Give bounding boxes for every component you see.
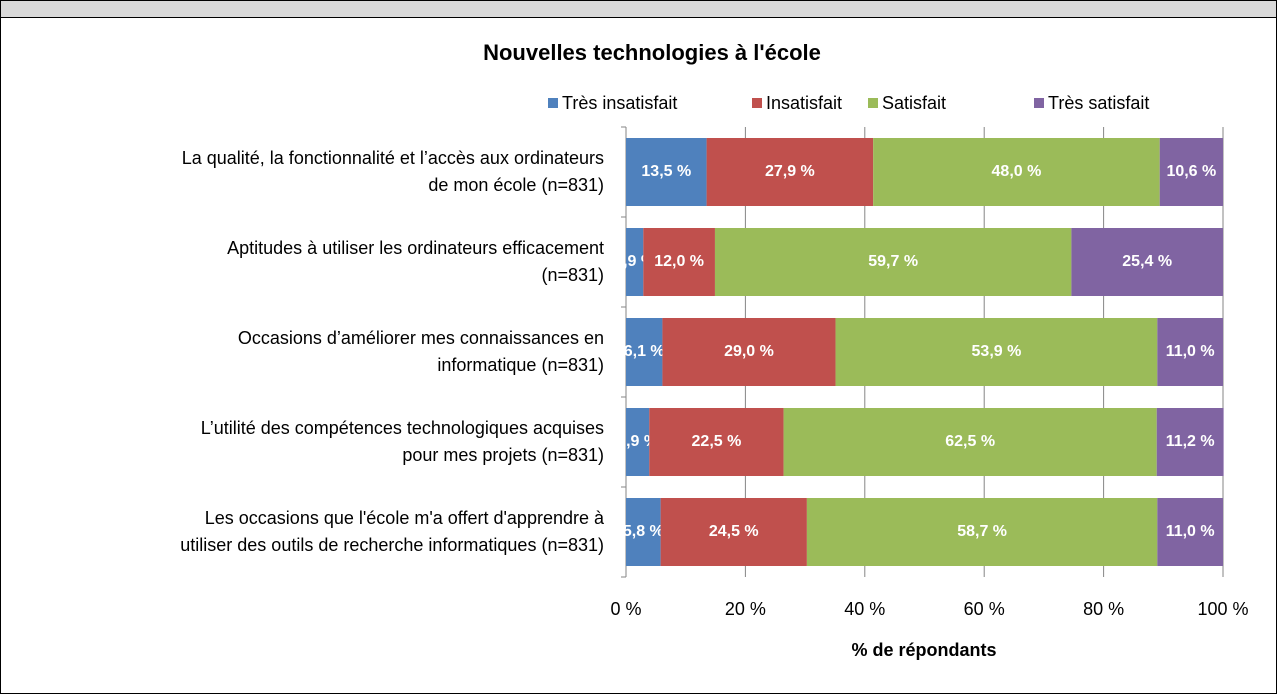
value-label: 48,0 % bbox=[992, 163, 1042, 180]
value-label: 12,0 % bbox=[654, 253, 704, 270]
bar-segment bbox=[835, 318, 1158, 386]
x-tick-label: 80 % bbox=[1083, 599, 1124, 619]
value-label: 3,9 % bbox=[617, 433, 658, 450]
y-tick-label: Les occasions que l'école m'a offert d'a… bbox=[205, 508, 605, 528]
bar-segment bbox=[649, 408, 784, 476]
x-tick-label: 100 % bbox=[1197, 599, 1248, 619]
y-tick-label: Occasions d’améliorer mes connaissances … bbox=[238, 328, 604, 348]
bar-segment bbox=[873, 138, 1160, 206]
value-label: 59,7 % bbox=[868, 253, 918, 270]
bar-segment bbox=[706, 138, 874, 206]
value-label: 11,0 % bbox=[1166, 343, 1215, 360]
y-tick-label: Aptitudes à utiliser les ordinateurs eff… bbox=[227, 238, 604, 258]
legend-label: Très insatisfait bbox=[562, 93, 677, 113]
value-label: 11,2 % bbox=[1166, 433, 1215, 450]
x-axis-label: % de répondants bbox=[851, 640, 996, 660]
value-label: 58,7 % bbox=[957, 523, 1007, 540]
y-tick-label: La qualité, la fonctionnalité et l’accès… bbox=[182, 148, 604, 168]
y-tick-label: de mon école (n=831) bbox=[428, 175, 604, 195]
x-tick-label: 20 % bbox=[725, 599, 766, 619]
bar-segment bbox=[1156, 408, 1224, 476]
bar-segment bbox=[626, 138, 707, 206]
legend-swatch bbox=[868, 98, 878, 108]
y-tick-label: utiliser des outils de recherche informa… bbox=[180, 535, 604, 555]
legend-label: Insatisfait bbox=[766, 93, 842, 113]
bar-segment bbox=[626, 408, 650, 476]
value-label: 6,1 % bbox=[624, 343, 665, 360]
bar-segment bbox=[626, 228, 644, 296]
bar-segment bbox=[783, 408, 1157, 476]
value-label: 10,6 % bbox=[1166, 163, 1216, 180]
y-tick-label: informatique (n=831) bbox=[437, 355, 604, 375]
x-tick-label: 40 % bbox=[844, 599, 885, 619]
bar-segment bbox=[660, 498, 807, 566]
value-label: 25,4 % bbox=[1122, 253, 1172, 270]
value-label: 29,0 % bbox=[724, 343, 774, 360]
value-label: 53,9 % bbox=[972, 343, 1022, 360]
x-tick-label: 60 % bbox=[964, 599, 1005, 619]
legend-label: Satisfait bbox=[882, 93, 946, 113]
value-label: 24,5 % bbox=[709, 523, 759, 540]
y-tick-label: pour mes projets (n=831) bbox=[402, 445, 604, 465]
value-label: 11,0 % bbox=[1166, 523, 1215, 540]
x-tick-label: 0 % bbox=[610, 599, 641, 619]
bar-segment bbox=[1157, 498, 1223, 566]
value-label: 27,9 % bbox=[765, 163, 815, 180]
y-tick-label: (n=831) bbox=[541, 265, 604, 285]
bar-segment bbox=[643, 228, 715, 296]
value-label: 13,5 % bbox=[641, 163, 691, 180]
legend-swatch bbox=[752, 98, 762, 108]
bar-segment bbox=[806, 498, 1158, 566]
header-strip bbox=[0, 0, 1277, 18]
legend-label: Très satisfait bbox=[1048, 93, 1149, 113]
legend-swatch bbox=[548, 98, 558, 108]
bar-segment bbox=[626, 318, 663, 386]
value-label: 62,5 % bbox=[945, 433, 995, 450]
value-label: 22,5 % bbox=[692, 433, 742, 450]
bar-segment bbox=[626, 498, 661, 566]
legend-swatch bbox=[1034, 98, 1044, 108]
bar-segment bbox=[1157, 318, 1223, 386]
bar-segment bbox=[714, 228, 1072, 296]
value-label: 5,8 % bbox=[623, 523, 664, 540]
bar-segment bbox=[1071, 228, 1223, 296]
y-tick-label: L’utilité des compétences technologiques… bbox=[201, 418, 604, 438]
bar-segment bbox=[1159, 138, 1223, 206]
chart-title: Nouvelles technologies à l'école bbox=[483, 40, 821, 65]
bar-segment bbox=[662, 318, 836, 386]
